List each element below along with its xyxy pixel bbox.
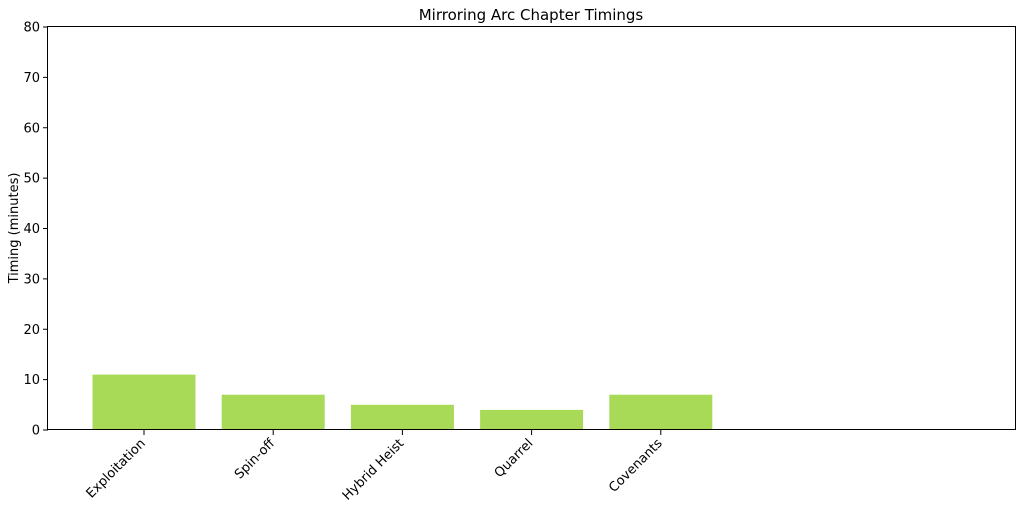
y-tick-label: 60 — [23, 121, 40, 136]
y-tick-label: 0 — [32, 424, 40, 439]
y-tick-label: 30 — [23, 272, 40, 287]
x-axis: Exploitation Spin-off Hybrid Heist Quarrel C… — [84, 430, 666, 504]
bar-hybrid-heist — [351, 405, 454, 430]
bar-quarrel — [480, 410, 583, 430]
y-tick-label: 70 — [23, 71, 40, 86]
bar-exploitation — [93, 375, 196, 430]
x-tick-label: Spin-off — [232, 435, 279, 482]
bars-layer — [93, 375, 713, 430]
bar-spin-off — [222, 395, 325, 430]
y-axis-title: Timing (minutes) — [7, 173, 22, 285]
y-tick-label: 50 — [23, 172, 40, 187]
y-tick-label: 40 — [23, 222, 40, 237]
x-tick-label: Exploitation — [84, 436, 149, 501]
x-tick-label: Quarrel — [492, 436, 537, 481]
x-tick-label: Covenants — [606, 436, 666, 496]
y-tick-label: 20 — [23, 323, 40, 338]
bar-covenants — [609, 395, 712, 430]
y-axis: 0 10 20 30 40 50 60 70 80 — [23, 21, 48, 439]
y-tick-label: 80 — [23, 21, 40, 36]
x-tick-label: Hybrid Heist — [340, 436, 407, 503]
plot-frame — [48, 27, 1016, 430]
chart-title: Mirroring Arc Chapter Timings — [419, 6, 644, 24]
y-tick-label: 10 — [23, 373, 40, 388]
